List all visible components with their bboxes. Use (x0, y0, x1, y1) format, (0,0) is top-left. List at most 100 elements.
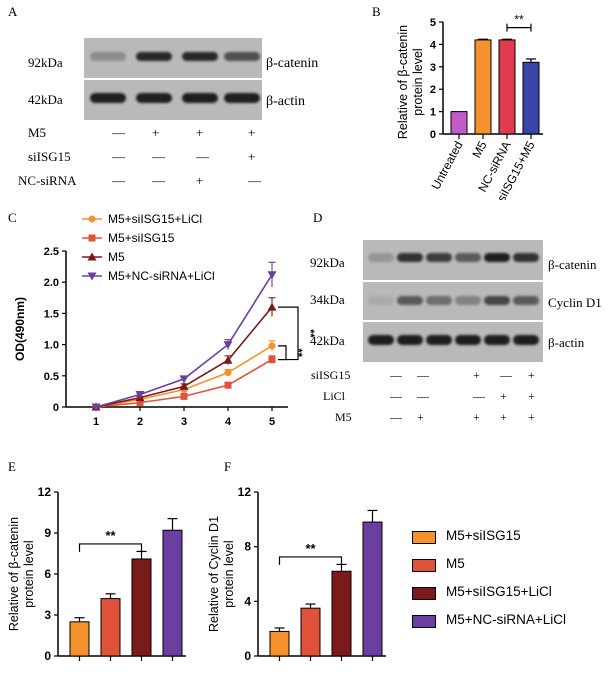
y-tick-label: 12 (238, 485, 252, 499)
y-tick-label: 1 (430, 107, 436, 119)
sign-a-0-1: + (152, 125, 160, 140)
sign-a-0-3: + (248, 125, 256, 140)
legend-item-0: M5+siISG15 (412, 526, 607, 550)
marker-34kda-d: 34kDa (310, 292, 345, 307)
point-3-3 (223, 341, 233, 350)
x-tick-label: 1 (93, 416, 99, 428)
sign-d-2-2: + (473, 410, 480, 424)
band-beta-actin-lane-2 (136, 93, 172, 103)
point-3-2 (179, 375, 189, 384)
legend-label-0: M5+siISG15+LiCl (108, 212, 202, 226)
band-beta-actin-d-lane-5 (484, 335, 510, 345)
sign-a-1-0: — (112, 149, 125, 164)
point-2-4 (267, 302, 277, 311)
y-tick-label: 1.0 (44, 340, 59, 352)
band-beta-actin-d-lane-1 (368, 335, 394, 345)
row-label-a-1: siISG15 (28, 149, 71, 164)
panel-label-c: C (8, 210, 17, 225)
sign-a-1-3: + (248, 149, 256, 164)
y-tick-label: 0 (244, 649, 251, 663)
svg-text:protein level: protein level (411, 48, 425, 115)
significance-bracket-1 (278, 306, 299, 361)
point-1-4 (268, 356, 276, 364)
significance-label: ** (105, 528, 116, 543)
protein-beta-actin-a: β-actin (266, 94, 305, 109)
legend-label-1: M5 (446, 556, 465, 571)
protein-beta-actin-d: β-actin (548, 335, 585, 350)
x-tick-label: 3 (181, 416, 187, 428)
point-3-0 (91, 403, 101, 412)
row-label-d-1: LiCl (323, 389, 346, 403)
legend-ef: M5+siISG15 M5 M5+siISG15+LiCl M5+NC-siRNA+L… (412, 526, 607, 638)
panel-d: D 92kDa 34kDa 42kDa β-catenin Cyclin D1 … (305, 205, 611, 465)
legend-label-3: M5+NC-siRNA+LiCl (446, 612, 567, 627)
sign-d-2-3: + (500, 410, 507, 424)
sign-d-2-1: + (417, 410, 424, 424)
legend-swatch-3 (412, 615, 436, 628)
bar-2 (131, 558, 152, 657)
legend-label-2: M5+siISG15+LiCl (446, 584, 552, 599)
bar-3 (522, 61, 540, 135)
sign-d-2-4: + (528, 410, 535, 424)
band-beta-catenin-lane-3 (182, 52, 218, 61)
row-label-d-2: M5 (335, 410, 352, 424)
legend-item-3: M5+NC-siRNA+LiCl (412, 610, 607, 634)
point-1-3 (224, 381, 232, 389)
band-beta-actin-d-lane-3 (426, 335, 452, 345)
point-3-1 (135, 391, 145, 400)
legend-marker-3 (87, 272, 97, 281)
band-beta-catenin-d-lane-4 (455, 253, 481, 262)
band-beta-catenin-lane-4 (224, 52, 260, 61)
panel-label-d: D (313, 210, 323, 225)
band-beta-catenin-d-lane-5 (484, 253, 510, 262)
svg-text:Relative of β-catenin: Relative of β-catenin (396, 25, 410, 139)
band-beta-actin-lane-4 (224, 93, 260, 103)
bar-3 (162, 529, 183, 657)
point-1-1 (136, 399, 144, 407)
sign-a-2-2: + (196, 173, 204, 188)
y-tick-label: 0 (53, 402, 59, 414)
bar-1 (100, 598, 121, 657)
panel-label-f: F (224, 459, 232, 474)
y-tick-label: 3 (44, 608, 51, 622)
significance-bracket-0 (278, 345, 287, 361)
band-beta-catenin-d-lane-2 (397, 253, 423, 262)
legend-label-0: M5+siISG15 (446, 528, 521, 543)
y-tick-label: 0 (430, 129, 436, 141)
significance-bracket (78, 543, 143, 552)
sign-d-0-2: + (473, 368, 480, 382)
band-beta-catenin-lane-1 (90, 52, 126, 61)
row-label-d-0: siISG15 (311, 368, 351, 382)
bar-1 (300, 607, 321, 657)
panel-label-e: E (8, 459, 16, 474)
bar-0 (450, 111, 468, 135)
y-tick-label: 0 (44, 649, 51, 663)
band-cyclin-d1-d-lane-5 (484, 296, 510, 305)
legend-swatch-0 (412, 531, 436, 544)
legend-label-3: M5+NC-siRNA+LiCl (108, 269, 215, 283)
protein-beta-catenin-a: β-catenin (266, 56, 319, 71)
band-beta-catenin-d-lane-3 (426, 253, 452, 262)
band-beta-actin-d-lane-4 (455, 335, 481, 345)
significance-label: ** (305, 541, 316, 556)
point-1-2 (180, 392, 188, 400)
marker-42kda-a: 42kDa (28, 92, 63, 107)
x-tick-label: 4 (225, 416, 232, 428)
y-tick-label: 2 (430, 84, 436, 96)
significance-bracket (278, 556, 343, 565)
marker-42kda-d: 42kDa (310, 333, 345, 348)
bar-3 (362, 521, 383, 657)
x-category-label-1: M5 (469, 139, 489, 161)
sign-d-1-0: — (390, 389, 402, 403)
sign-a-2-0: — (112, 173, 125, 188)
y-tick-label: 3 (430, 62, 436, 74)
series-3 (91, 261, 277, 412)
band-cyclin-d1-d-lane-2 (397, 296, 423, 305)
bar-1 (474, 39, 492, 135)
sign-d-2-0: — (390, 410, 402, 424)
sign-a-0-2: + (196, 125, 204, 140)
band-beta-catenin-d-lane-1 (368, 253, 394, 262)
sign-d-0-1: — (417, 368, 429, 382)
sign-a-1-1: — (152, 149, 165, 164)
sign-a-2-3: — (248, 173, 261, 188)
